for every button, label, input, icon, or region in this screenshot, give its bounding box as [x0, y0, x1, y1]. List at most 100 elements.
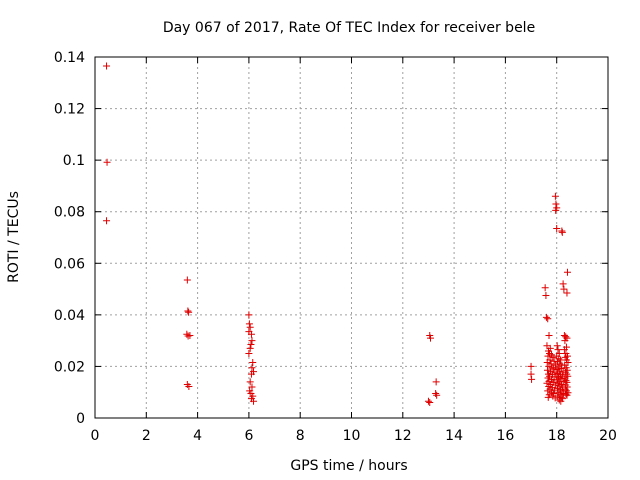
x-tick-label: 6	[244, 428, 253, 444]
data-point	[424, 397, 432, 405]
y-tick-label: 0.06	[54, 256, 85, 272]
data-point	[556, 377, 564, 385]
data-point	[545, 362, 553, 370]
data-point	[552, 206, 560, 214]
data-point	[250, 397, 258, 405]
data-point	[245, 311, 253, 319]
data-point	[103, 62, 111, 70]
y-tick-label: 0.14	[54, 50, 85, 66]
data-point	[184, 332, 192, 340]
x-axis: 0 2 4 6 8 10 12 14 16 18 20	[91, 57, 617, 444]
data-point	[551, 192, 559, 200]
x-tick-label: 20	[599, 428, 617, 444]
x-tick-label: 14	[445, 428, 463, 444]
data-point	[553, 384, 561, 392]
data-point	[541, 284, 549, 292]
y-tick-label: 0.1	[63, 153, 85, 169]
y-tick-label: 0.04	[54, 308, 85, 324]
data-point	[527, 370, 535, 378]
data-point	[562, 390, 570, 398]
data-point	[183, 276, 191, 284]
data-point	[245, 350, 253, 358]
data-point	[552, 200, 560, 208]
data-point	[528, 375, 536, 383]
data-point	[246, 378, 254, 386]
data-point	[544, 393, 552, 401]
data-point	[563, 268, 571, 276]
data-point	[427, 334, 435, 342]
y-tick-label: 0.08	[54, 205, 85, 221]
data-point	[554, 346, 562, 354]
data-point	[247, 341, 255, 349]
x-tick-label: 10	[343, 428, 361, 444]
data-point	[432, 378, 440, 386]
data-point	[433, 391, 441, 399]
data-point	[549, 371, 557, 379]
data-point	[560, 285, 568, 293]
data-point	[247, 330, 255, 338]
data-point	[183, 330, 191, 338]
data-point	[432, 390, 440, 398]
data-point	[543, 359, 551, 367]
data-point	[561, 385, 569, 393]
data-point	[544, 387, 552, 395]
data-point	[563, 391, 571, 399]
data-point	[544, 315, 552, 323]
data-point	[557, 397, 565, 405]
data-point	[542, 292, 550, 300]
data-point	[544, 352, 552, 360]
grid-lines	[95, 57, 608, 418]
data-point	[248, 383, 256, 391]
y-axis-label: ROTI / TECUs	[6, 191, 22, 283]
data-point	[555, 355, 563, 363]
x-tick-label: 8	[296, 428, 305, 444]
data-point	[558, 228, 566, 236]
data-point	[543, 366, 551, 374]
data-point	[563, 366, 571, 374]
x-tick-label: 18	[548, 428, 566, 444]
chart-title: Day 067 of 2017, Rate Of TEC Index for r…	[163, 20, 535, 36]
data-point	[184, 307, 192, 315]
data-point	[553, 342, 561, 350]
data-point	[554, 392, 562, 400]
data-point	[553, 224, 561, 232]
data-point	[103, 217, 111, 225]
data-point	[560, 346, 568, 354]
y-tick-label: 0.12	[54, 102, 85, 118]
data-point	[544, 374, 552, 382]
data-point	[545, 331, 553, 339]
data-point	[103, 158, 111, 166]
data-point	[186, 331, 194, 339]
data-point	[248, 337, 256, 345]
data-point	[563, 289, 571, 297]
x-tick-label: 2	[142, 428, 151, 444]
data-point	[246, 323, 254, 331]
data-point	[543, 379, 551, 387]
data-point	[562, 387, 570, 395]
x-axis-label: GPS time / hours	[290, 458, 407, 474]
data-point	[248, 364, 256, 372]
data-point	[561, 337, 569, 345]
data-point	[557, 356, 565, 364]
y-tick-label: 0.02	[54, 359, 85, 375]
data-point	[558, 227, 566, 235]
data-point	[247, 370, 255, 378]
data-point	[245, 320, 253, 328]
data-point	[559, 280, 567, 288]
y-tick-label: 0	[76, 411, 85, 427]
data-point	[426, 399, 434, 407]
data-point	[249, 359, 257, 367]
data-point	[185, 383, 193, 391]
data-point	[555, 396, 563, 404]
data-point	[548, 364, 556, 372]
x-tick-label: 0	[91, 428, 100, 444]
data-points	[103, 62, 572, 407]
data-point	[246, 344, 254, 352]
x-tick-label: 16	[496, 428, 514, 444]
data-point	[542, 313, 550, 321]
data-point	[185, 308, 193, 316]
data-point	[527, 362, 535, 370]
y-axis: 0 0.02 0.04 0.06 0.08 0.1 0.12 0.14	[54, 50, 608, 427]
data-point	[562, 333, 570, 341]
